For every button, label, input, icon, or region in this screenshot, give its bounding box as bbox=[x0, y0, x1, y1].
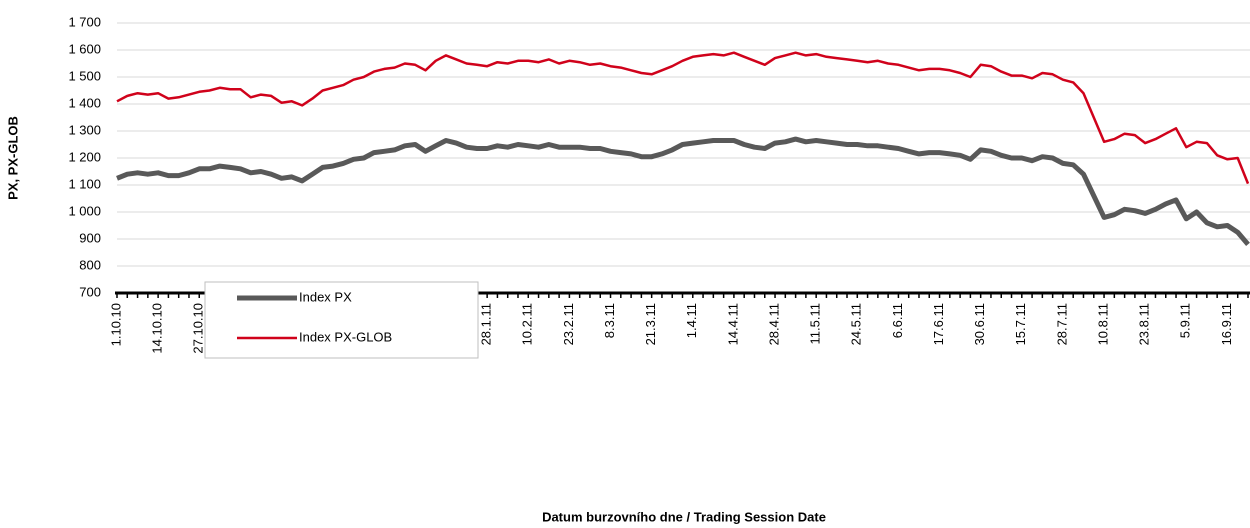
x-tick-label: 17.6.11 bbox=[931, 303, 946, 345]
x-tick-label: 10.8.11 bbox=[1095, 303, 1110, 345]
x-tick-label: 16.9.11 bbox=[1219, 303, 1234, 345]
x-tick-label: 28.4.11 bbox=[766, 303, 781, 345]
x-tick-label: 8.3.11 bbox=[602, 303, 617, 338]
y-tick-label: 1 000 bbox=[68, 203, 101, 218]
y-tick-label: 1 100 bbox=[68, 176, 101, 191]
line-series bbox=[116, 51, 1250, 185]
line-series bbox=[116, 136, 1250, 247]
y-tick-label: 1 200 bbox=[68, 149, 101, 164]
x-tick-label: 24.5.11 bbox=[849, 303, 864, 345]
x-tick-label: 1.10.10 bbox=[108, 303, 123, 346]
y-axis-label: PX, PX-GLOB bbox=[5, 116, 20, 200]
x-tick-label: 14.10.10 bbox=[150, 303, 165, 354]
y-tick-label: 1 300 bbox=[68, 122, 101, 137]
x-tick-label: 6.6.11 bbox=[890, 303, 905, 338]
y-tick-label: 1 600 bbox=[68, 41, 101, 56]
x-tick-label: 27.10.10 bbox=[191, 303, 206, 354]
x-tick-label: 30.6.11 bbox=[972, 303, 987, 345]
x-tick-label: 21.3.11 bbox=[643, 303, 658, 345]
x-axis-label: Datum burzovního dne / Trading Session D… bbox=[542, 509, 826, 524]
x-tick-label: 28.1.11 bbox=[479, 303, 494, 345]
legend-label: Index PX bbox=[299, 289, 352, 304]
y-tick-label: 1 500 bbox=[68, 68, 101, 83]
x-tick-label: 23.2.11 bbox=[561, 303, 576, 345]
x-tick-label: 5.9.11 bbox=[1178, 303, 1193, 338]
legend-box bbox=[204, 281, 479, 359]
x-tick-label: 23.8.11 bbox=[1137, 303, 1152, 345]
x-tick-label: 15.7.11 bbox=[1013, 303, 1028, 345]
legend: Index PX Index PX-GLOB bbox=[204, 281, 479, 359]
y-tick-label: 1 700 bbox=[68, 14, 101, 29]
x-tick-label: 14.4.11 bbox=[725, 303, 740, 345]
x-tick-label: 1.4.11 bbox=[684, 303, 699, 338]
x-tick-label: 11.5.11 bbox=[808, 303, 823, 344]
y-tick-label: 700 bbox=[79, 284, 101, 299]
y-tick-label: 800 bbox=[79, 257, 101, 272]
x-tick-label: 28.7.11 bbox=[1054, 303, 1069, 345]
y-tick-label: 1 400 bbox=[68, 95, 101, 110]
legend-label: Index PX-GLOB bbox=[299, 329, 392, 344]
x-tick-label: 10.2.11 bbox=[520, 303, 535, 345]
y-tick-label: 900 bbox=[79, 230, 101, 245]
